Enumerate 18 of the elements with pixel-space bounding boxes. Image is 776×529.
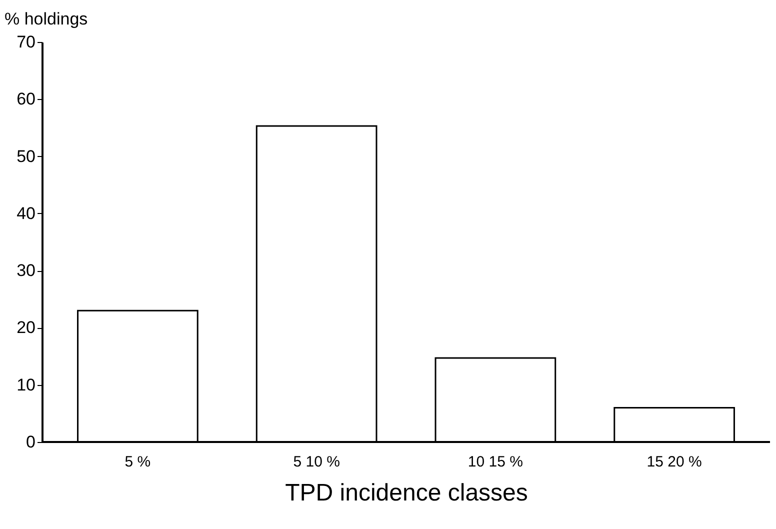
x-tick-label: 5 %	[124, 454, 151, 470]
y-tick-label: 30	[16, 261, 36, 280]
bar	[614, 406, 735, 443]
bar	[434, 357, 556, 443]
y-tick-label: 10	[16, 375, 36, 394]
x-axis-title: TPD incidence classes	[285, 480, 528, 506]
y-tick-label: 60	[16, 90, 36, 109]
y-tick-label: 40	[16, 204, 36, 223]
x-tick-label: 10 15 %	[468, 454, 523, 470]
bar	[256, 125, 378, 443]
x-tick-label: 5 10 %	[293, 454, 340, 470]
y-tick-label: 0	[26, 432, 36, 452]
y-axis-title: % holdings	[4, 10, 88, 28]
y-tick-label: 50	[16, 146, 36, 166]
y-tick-label: 20	[16, 318, 36, 338]
x-tick-label: 15 20 %	[646, 454, 702, 470]
y-tick-label: 70	[16, 32, 36, 52]
bar	[77, 310, 198, 443]
